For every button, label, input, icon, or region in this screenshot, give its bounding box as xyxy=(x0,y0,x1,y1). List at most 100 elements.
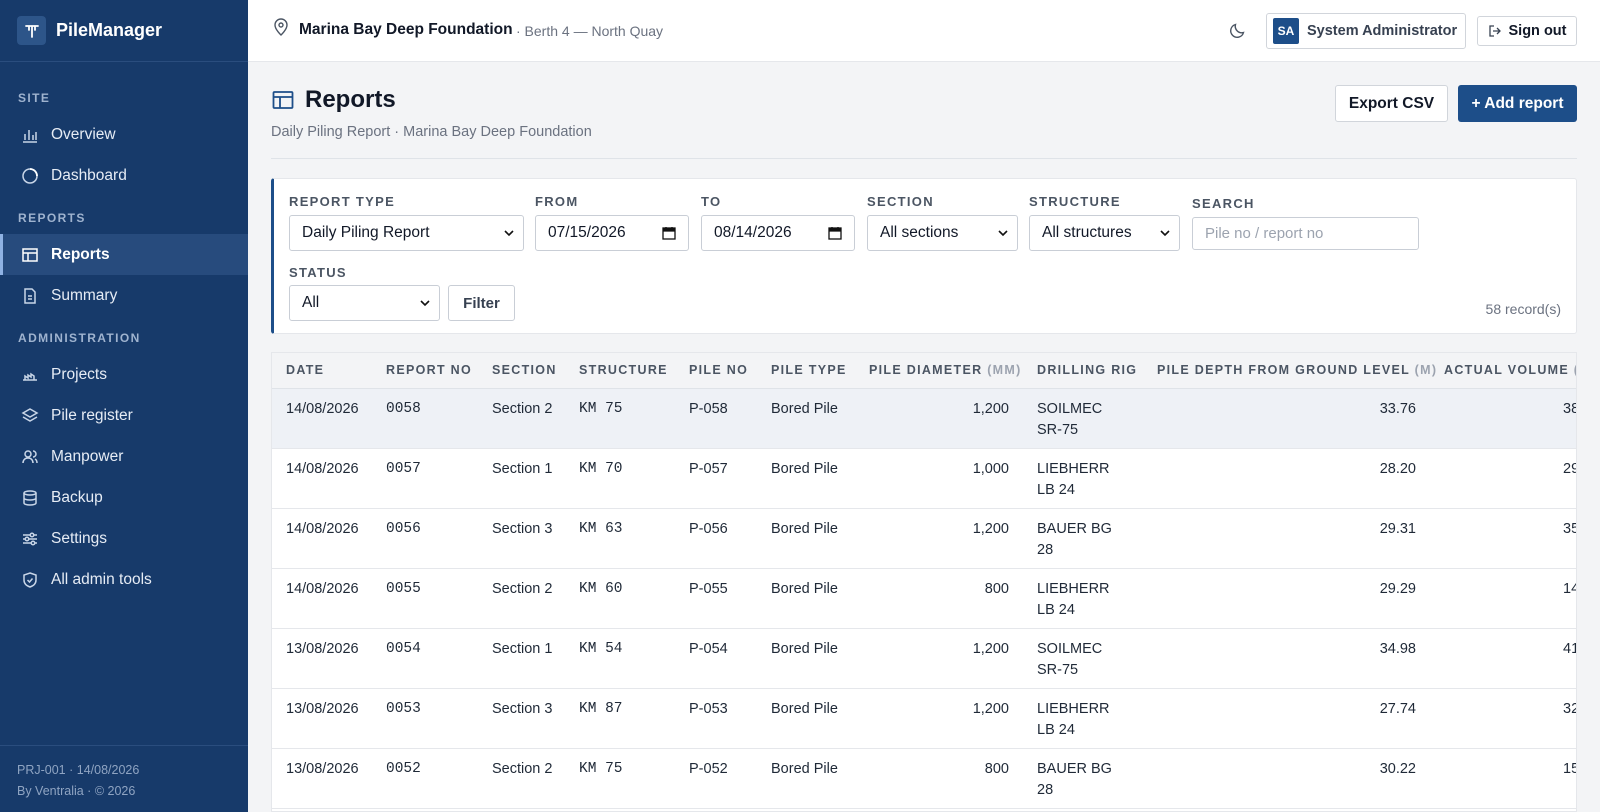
col-drilling-rig[interactable]: DRILLING RIG xyxy=(1023,353,1143,389)
table-row[interactable]: 13/08/2026 0053 Section 3 KM 87 P-053 Bored P… xyxy=(272,688,1576,749)
cell-structure: KM 63 xyxy=(565,508,675,569)
structure-value: All structures xyxy=(1042,224,1132,241)
rig-line-2: 28 xyxy=(1037,781,1054,798)
sidebar-item-backup[interactable]: Backup xyxy=(0,477,248,518)
col-pile-depth[interactable]: PILE DEPTH FROM GROUND LEVEL (M) xyxy=(1143,353,1436,389)
sidebar-item-label: Pile register xyxy=(51,406,133,424)
cell-report-no[interactable]: 0054 xyxy=(372,628,478,689)
col-structure[interactable]: STRUCTURE xyxy=(565,353,675,389)
cell-pile-type: Bored Pile xyxy=(757,628,855,689)
cell-report-no[interactable]: 0055 xyxy=(372,568,478,629)
cell-pile-no: P-053 xyxy=(675,688,757,749)
export-csv-button[interactable]: Export CSV xyxy=(1335,85,1448,122)
rig-line-2: SR-75 xyxy=(1037,421,1079,438)
divider xyxy=(271,158,1577,159)
cell-date: 13/08/2026 xyxy=(272,688,372,749)
project-name: Marina Bay Deep Foundation xyxy=(299,21,513,38)
cell-section: Section 2 xyxy=(478,388,565,449)
sign-out-button[interactable]: Sign out xyxy=(1477,16,1577,46)
col-date[interactable]: DATE xyxy=(272,353,372,389)
to-date-value: 08/14/2026 xyxy=(714,224,792,241)
table-row[interactable]: 14/08/2026 0056 Section 3 KM 63 P-056 Bored P… xyxy=(272,508,1576,569)
user-menu[interactable]: SA System Administrator xyxy=(1266,13,1466,49)
brand[interactable]: PileManager xyxy=(0,0,248,62)
table-row[interactable]: 14/08/2026 0055 Section 2 KM 60 P-055 Bored P… xyxy=(272,568,1576,629)
cell-pile-no: P-054 xyxy=(675,628,757,689)
cell-date: 13/08/2026 xyxy=(272,748,372,809)
sidebar-item-projects[interactable]: Projects xyxy=(0,354,248,395)
rig-line-1: LIEBHERR xyxy=(1037,700,1110,717)
app-logo-icon xyxy=(17,16,46,45)
add-report-button[interactable]: + Add report xyxy=(1458,85,1577,122)
status-label: STATUS xyxy=(289,265,347,280)
cell-structure: KM 75 xyxy=(565,388,675,449)
dashboard-icon xyxy=(22,167,38,184)
chevron-down-icon xyxy=(420,300,430,307)
sidebar-item-overview[interactable]: Overview xyxy=(0,114,248,155)
rig-line-2: LB 24 xyxy=(1037,721,1075,738)
table-row[interactable]: 13/08/2026 0052 Section 2 KM 75 P-052 Bored P… xyxy=(272,748,1576,809)
calendar-icon[interactable] xyxy=(828,226,842,240)
section-select[interactable]: All sections xyxy=(867,215,1018,251)
cell-pile-no: P-056 xyxy=(675,508,757,569)
rig-line-1: LIEBHERR xyxy=(1037,460,1110,477)
search-placeholder: Pile no / report no xyxy=(1205,225,1324,242)
sidebar-item-dashboard[interactable]: Dashboard xyxy=(0,155,248,196)
rig-line-1: BAUER BG xyxy=(1037,520,1112,537)
col-pile-no[interactable]: PILE NO xyxy=(675,353,757,389)
cell-pile-depth: 33.76 xyxy=(1143,388,1430,449)
filter-button[interactable]: Filter xyxy=(448,285,515,321)
cell-section: Section 3 xyxy=(478,508,565,569)
sidebar-item-reports[interactable]: Reports xyxy=(0,234,248,275)
status-select[interactable]: All xyxy=(289,285,440,321)
sidebar-item-pile-register[interactable]: Pile register xyxy=(0,395,248,436)
to-label: TO xyxy=(701,194,722,209)
col-pile-diameter[interactable]: PILE DIAMETER (MM) xyxy=(855,353,1023,389)
cell-structure: KM 75 xyxy=(565,748,675,809)
cell-section: Section 1 xyxy=(478,628,565,689)
col-actual-volume[interactable]: ACTUAL VOLUME ( xyxy=(1430,353,1576,389)
cell-pile-diameter: 1,200 xyxy=(855,388,1023,449)
dark-mode-toggle-icon[interactable] xyxy=(1229,21,1247,39)
cell-report-no[interactable]: 0053 xyxy=(372,688,478,749)
nav-section-site: SITE xyxy=(18,91,51,105)
user-name: System Administrator xyxy=(1307,23,1458,39)
sidebar-item-settings[interactable]: Settings xyxy=(0,518,248,559)
cell-pile-diameter: 1,000 xyxy=(855,448,1023,509)
cell-report-no[interactable]: 0056 xyxy=(372,508,478,569)
avatar: SA xyxy=(1273,18,1299,44)
col-report-no[interactable]: REPORT NO xyxy=(372,353,478,389)
sidebar-item-all-admin-tools[interactable]: All admin tools xyxy=(0,559,248,600)
cell-report-no[interactable]: 0052 xyxy=(372,748,478,809)
cell-pile-type: Bored Pile xyxy=(757,568,855,629)
search-input[interactable]: Pile no / report no xyxy=(1192,217,1419,250)
rig-line-1: SOILMEC xyxy=(1037,640,1103,657)
to-date-input[interactable]: 08/14/2026 xyxy=(701,215,855,251)
structure-select[interactable]: All structures xyxy=(1029,215,1180,251)
sidebar-item-summary[interactable]: Summary xyxy=(0,275,248,316)
table-row[interactable]: 14/08/2026 0058 Section 2 KM 75 P-058 Bored P… xyxy=(272,388,1576,449)
table-row[interactable]: 13/08/2026 0054 Section 1 KM 54 P-054 Bored P… xyxy=(272,628,1576,689)
sidebar-item-manpower[interactable]: Manpower xyxy=(0,436,248,477)
sign-out-label: Sign out xyxy=(1508,23,1567,39)
report-type-select[interactable]: Daily Piling Report xyxy=(289,215,524,251)
cell-pile-depth: 29.31 xyxy=(1143,508,1430,569)
section-label: SECTION xyxy=(867,194,934,209)
cell-report-no[interactable]: 0057 xyxy=(372,448,478,509)
sidebar-item-label: Settings xyxy=(51,529,108,547)
cell-section: Section 1 xyxy=(478,448,565,509)
col-pile-type[interactable]: PILE TYPE xyxy=(757,353,855,389)
rig-line-1: BAUER BG xyxy=(1037,760,1112,777)
col-section[interactable]: SECTION xyxy=(478,353,565,389)
cell-pile-type: Bored Pile xyxy=(757,388,855,449)
calendar-icon[interactable] xyxy=(662,226,676,240)
sidebar-item-label: All admin tools xyxy=(51,570,152,588)
chevron-down-icon xyxy=(1160,230,1170,237)
cell-report-no[interactable]: 0058 xyxy=(372,388,478,449)
from-date-input[interactable]: 07/15/2026 xyxy=(535,215,689,251)
cell-structure: KM 54 xyxy=(565,628,675,689)
cell-structure: KM 87 xyxy=(565,688,675,749)
chevron-down-icon xyxy=(504,230,514,237)
cell-pile-type: Bored Pile xyxy=(757,748,855,809)
table-row[interactable]: 14/08/2026 0057 Section 1 KM 70 P-057 Bored P… xyxy=(272,448,1576,509)
